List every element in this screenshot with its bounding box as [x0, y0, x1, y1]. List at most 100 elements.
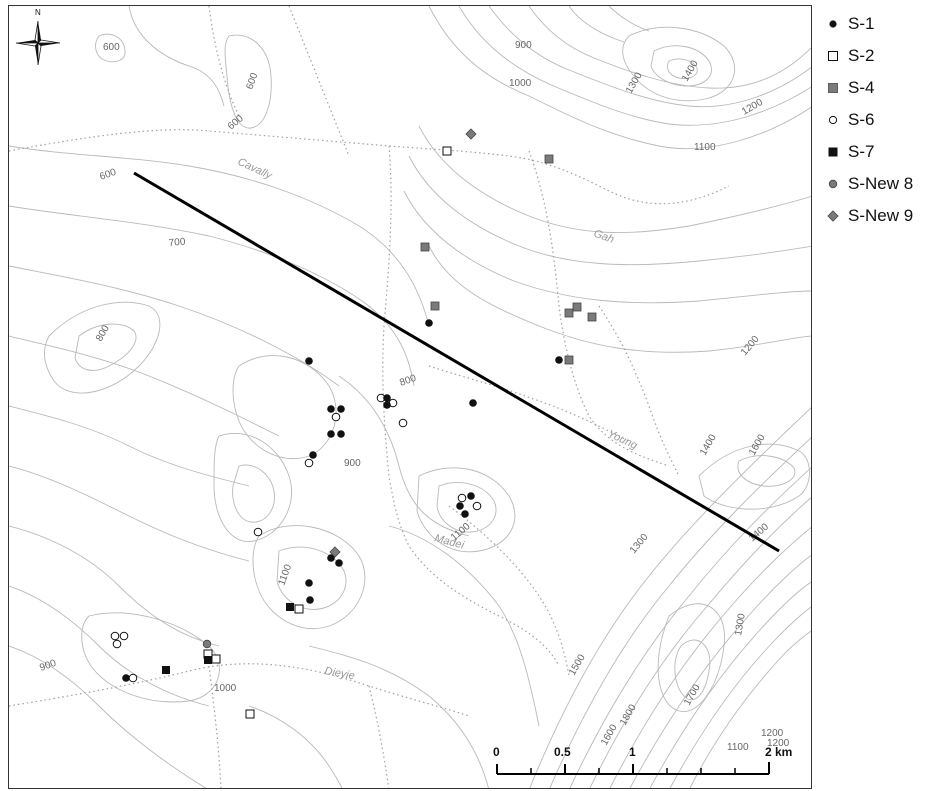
contour-label: 1200: [767, 738, 790, 749]
contour-label: 600: [226, 113, 246, 132]
sample-point-s-6: [331, 412, 341, 422]
contour-label: 1300: [733, 612, 748, 636]
contour-lines: [9, 6, 811, 788]
open-square-icon: [828, 51, 838, 61]
sample-point-s-6: [128, 673, 138, 683]
sample-point-s-4: [564, 308, 574, 318]
legend-label: S-4: [848, 78, 875, 97]
sample-point-s-1: [122, 674, 130, 682]
sample-point-s-1: [309, 451, 317, 459]
contour-label: 600: [244, 71, 260, 91]
sample-point-s-1: [327, 430, 335, 438]
sample-point-s-1: [469, 399, 477, 407]
river-label: Gah: [592, 228, 616, 246]
sample-point-s-new-8: [202, 639, 212, 649]
legend-label: S-1: [848, 14, 875, 33]
contour-label: 1600: [747, 432, 768, 457]
sample-point-s-1: [425, 319, 433, 327]
map-frame[interactable]: 600 600 600 600 700 800 800 900 900 900 1000 1000 11…: [8, 5, 812, 789]
legend-label: S-7: [848, 142, 875, 161]
gray-diamond-icon: [827, 210, 839, 222]
contour-label: 1300: [624, 70, 645, 95]
sample-point-s-4: [420, 242, 430, 252]
scale-tick-2km: 2 km: [765, 745, 792, 759]
contour-labels: 6006006006007008008009009009001000100011…: [38, 40, 789, 753]
legend-item-s1: S-1: [822, 8, 922, 40]
river-label: Cavally: [236, 156, 275, 183]
sample-point-s-2: [442, 146, 452, 156]
legend-label: S-2: [848, 46, 875, 65]
contour-label: 600: [103, 42, 120, 53]
contour-label: 600: [98, 167, 118, 183]
contour-label: 900: [344, 458, 361, 469]
contour-label: 700: [168, 237, 186, 249]
north-arrow-icon: N: [15, 8, 61, 66]
contour-label: 1400: [680, 58, 701, 83]
sample-point-s-7: [204, 656, 212, 664]
sample-point-s-4: [572, 302, 582, 312]
legend-item-s4: S-4: [822, 72, 922, 104]
sample-point-s-1: [467, 492, 475, 500]
legend-item-s2: S-2: [822, 40, 922, 72]
sample-point-s-1: [305, 579, 313, 587]
contour-label: 1200: [740, 97, 765, 118]
legend-item-s6: S-6: [822, 104, 922, 136]
contour-label: 1000: [214, 683, 237, 694]
scale-bar: 0 0.5 1 2 km: [493, 745, 792, 775]
sample-point-s-1: [461, 510, 469, 518]
gray-square-icon: [828, 83, 838, 93]
transect-line: [133, 171, 780, 553]
contour-label: 1100: [694, 142, 716, 153]
sample-point-s-2: [245, 709, 255, 719]
filled-square-icon: [828, 147, 838, 157]
contour-label: 800: [398, 373, 418, 389]
stream-lines: [9, 6, 730, 788]
sample-point-s-4: [430, 301, 440, 311]
open-circle-icon: [828, 115, 838, 125]
sample-point-s-1: [327, 405, 335, 413]
sample-point-s-7: [162, 666, 170, 674]
sample-point-s-6: [472, 501, 482, 511]
sample-point-s-1: [337, 405, 345, 413]
legend-label: S-6: [848, 110, 875, 129]
sample-point-s-6: [119, 631, 129, 641]
filled-circle-icon: [829, 20, 837, 28]
map-canvas[interactable]: 6006006006007008008009009009001000100011…: [9, 6, 812, 789]
contour-label: 1000: [509, 78, 532, 89]
legend-item-s7: S-7: [822, 136, 922, 168]
contour-label: 1400: [698, 432, 719, 457]
scale-tick-0: 0: [493, 745, 500, 759]
legend: S-1 S-2 S-4 S-6 S-7 S-New 8 S-New 9: [822, 8, 922, 232]
sample-point-s-4: [564, 355, 574, 365]
north-label: N: [35, 8, 41, 17]
sample-point-s-1: [555, 356, 563, 364]
contour-label: 1800: [618, 702, 639, 727]
sample-point-s-1: [306, 596, 314, 604]
sample-point-s-1: [383, 394, 391, 402]
sample-point-s-1: [337, 430, 345, 438]
sample-point-s-2: [294, 604, 304, 614]
legend-label: S-New 8: [848, 174, 914, 193]
contour-label: 1200: [761, 728, 784, 739]
scale-tick-1: 1: [629, 745, 636, 759]
sample-point-s-6: [457, 493, 467, 503]
sample-point-s-1: [383, 401, 391, 409]
sample-point-s-new-9: [465, 128, 477, 140]
sample-point-s-1: [305, 357, 313, 365]
sample-point-s-6: [110, 631, 120, 641]
river-label: Dieyie: [323, 665, 355, 682]
sample-point-s-4: [544, 154, 554, 164]
contour-label: 1200: [739, 333, 762, 357]
contour-label: 900: [515, 40, 532, 51]
sample-points: [110, 128, 597, 719]
legend-item-s-new-8: S-New 8: [822, 168, 922, 200]
sample-point-s-new-9: [329, 546, 341, 558]
sample-point-s-6: [112, 639, 122, 649]
contour-label: 1100: [276, 563, 294, 587]
sample-point-s-4: [587, 312, 597, 322]
sample-point-s-1: [335, 559, 343, 567]
sample-point-s-6: [253, 527, 263, 537]
contour-label: 900: [38, 658, 58, 674]
contour-label: 1500: [567, 652, 588, 677]
legend-item-s-new-9: S-New 9: [822, 200, 922, 232]
